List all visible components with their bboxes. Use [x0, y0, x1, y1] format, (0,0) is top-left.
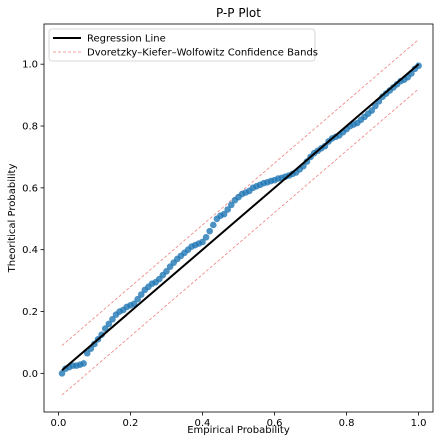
x-axis-label: Empirical Probability	[187, 425, 290, 436]
y-tick-label: 0.6	[22, 183, 38, 194]
data-point	[109, 315, 116, 323]
axes-frame	[43, 23, 434, 413]
data-point	[199, 238, 206, 246]
data-point	[220, 210, 228, 218]
y-tick-label: 0.0	[22, 369, 38, 380]
plot-area	[43, 23, 434, 413]
chart-title: P-P Plot	[216, 6, 261, 20]
data-point	[224, 206, 231, 213]
legend-regression-label: Regression Line	[87, 34, 166, 45]
data-point	[105, 320, 113, 328]
data-point	[415, 62, 422, 70]
x-tick-label: 1.0	[411, 418, 427, 429]
data-point	[209, 221, 217, 229]
data-point	[130, 300, 138, 308]
data-point	[80, 360, 87, 367]
regression-line	[61, 63, 420, 372]
data-point	[206, 227, 213, 235]
confidence-bands	[61, 39, 419, 396]
data-point	[227, 201, 235, 209]
data-point	[163, 268, 170, 275]
data-point	[137, 291, 145, 298]
y-axis-label: Theoritical Probability	[7, 164, 18, 274]
legend: Regression Line Dvoretzky–Kiefer–Wolfowi…	[48, 28, 318, 62]
legend-box	[48, 28, 316, 62]
data-point	[134, 295, 141, 303]
y-tick-label: 0.4	[22, 245, 38, 256]
y-tick-label: 0.8	[22, 122, 38, 133]
x-tick-label: 0.4	[195, 418, 211, 429]
data-points	[58, 62, 422, 377]
y-axis-ticks: 0.0 0.2 0.4 0.6 0.8 1.0	[22, 60, 44, 380]
y-tick-label: 0.2	[22, 307, 38, 318]
data-point	[372, 102, 379, 110]
x-tick-label: 0.0	[50, 418, 66, 429]
data-point	[83, 349, 91, 357]
y-tick-label: 1.0	[22, 60, 38, 71]
confidence-band-lower	[61, 88, 419, 396]
data-point	[101, 325, 109, 332]
legend-bands-label: Dvoretzky–Kiefer–Wolfowitz Confidence Ba…	[87, 48, 318, 59]
data-point	[58, 370, 66, 377]
x-tick-label: 0.8	[339, 418, 355, 429]
x-tick-label: 0.6	[267, 418, 283, 429]
confidence-band-upper	[61, 39, 419, 346]
regression-line-layer	[61, 63, 420, 372]
data-point	[202, 234, 210, 241]
data-point	[368, 107, 376, 114]
x-tick-label: 0.2	[122, 418, 138, 429]
x-axis-ticks: 0.0 0.2 0.4 0.6 0.8 1.0	[50, 412, 427, 429]
